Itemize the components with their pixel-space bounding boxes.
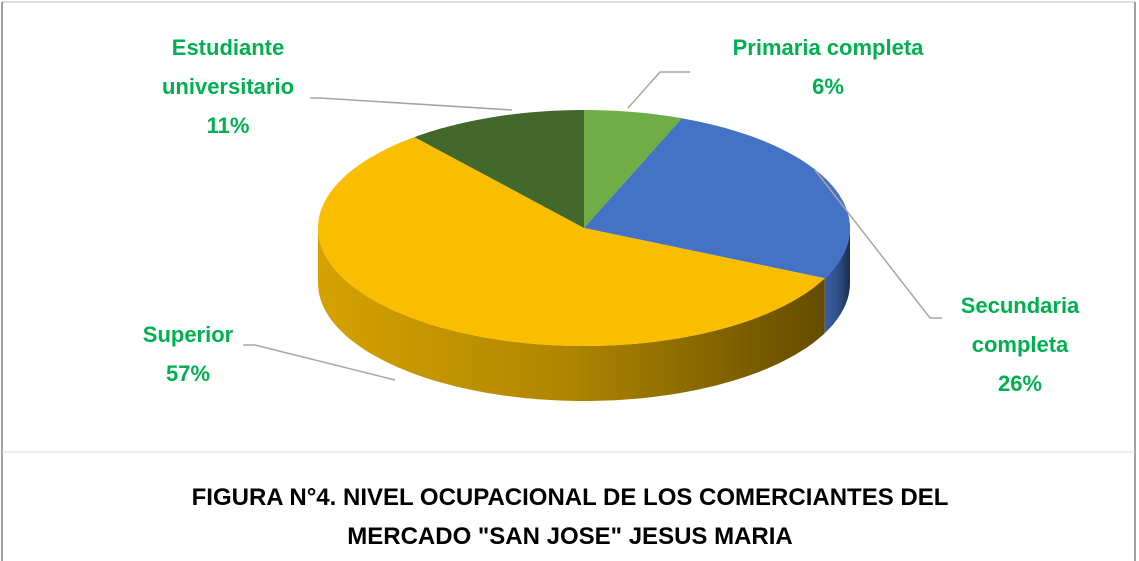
value-label: 57% xyxy=(165,361,211,386)
category-label: Estudiante universitario xyxy=(161,35,295,99)
leader-line xyxy=(243,344,396,381)
leader-line xyxy=(814,169,942,319)
leader-line xyxy=(310,97,513,111)
data-label: Primaria completa 6% xyxy=(688,28,968,106)
value-label: 6% xyxy=(812,74,844,99)
category-label: Secundaria completa xyxy=(960,293,1080,357)
data-label: Superior 57% xyxy=(113,315,263,393)
data-label: Secundaria completa 26% xyxy=(945,286,1095,403)
category-label: Superior xyxy=(142,322,234,347)
leader-line xyxy=(627,71,690,109)
value-label: 11% xyxy=(206,113,250,138)
pie-slice xyxy=(584,118,850,279)
pie-slice-side xyxy=(824,228,850,334)
leader-lines xyxy=(243,71,942,381)
pie-slice xyxy=(414,110,584,228)
chart-title: FIGURA N°4. NIVEL OCUPACIONAL DE LOS COM… xyxy=(191,484,949,550)
data-label: Estudiante universitario 11% xyxy=(138,28,318,145)
pie-slice xyxy=(584,110,682,228)
pie-slice-side xyxy=(318,228,825,401)
category-label: Primaria completa xyxy=(732,35,924,60)
pie xyxy=(318,110,850,401)
pie-slice xyxy=(318,137,825,346)
value-label: 26% xyxy=(997,371,1043,396)
